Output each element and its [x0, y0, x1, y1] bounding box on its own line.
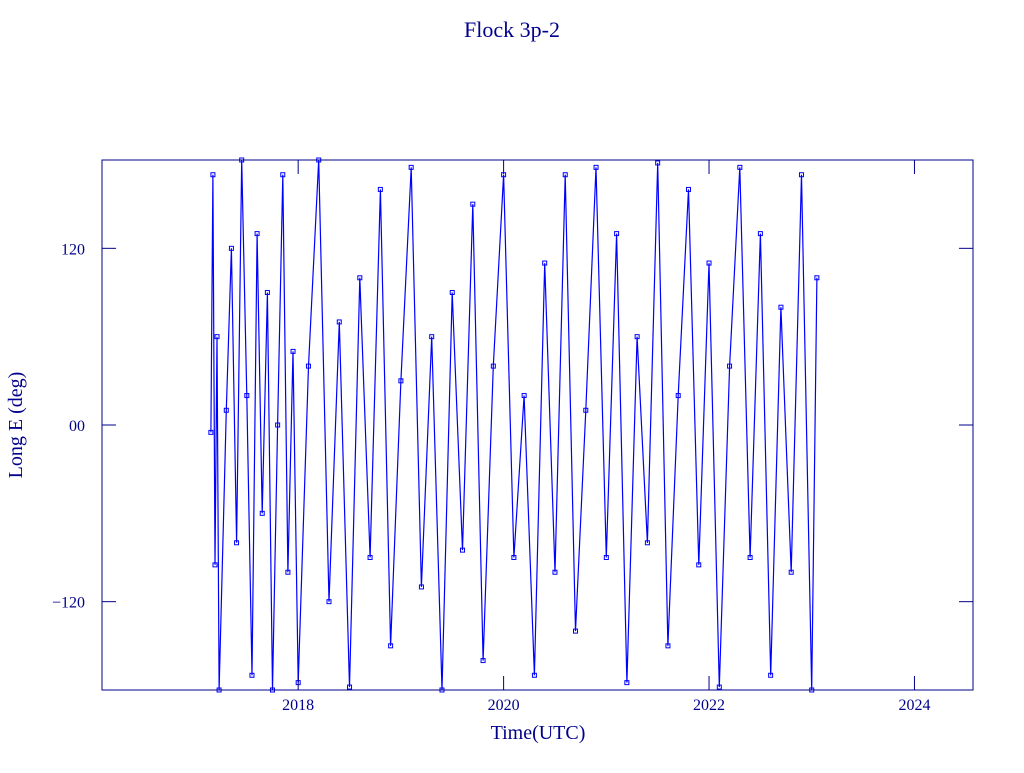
data-point — [614, 231, 620, 237]
data-point — [814, 275, 820, 281]
data-point — [634, 334, 640, 340]
data-point — [542, 260, 548, 266]
x-axis-label: Time(UTC) — [491, 722, 586, 744]
data-point — [788, 569, 794, 575]
data-point — [685, 186, 691, 192]
data-point — [747, 555, 753, 560]
data-point — [706, 260, 712, 266]
data-point — [398, 378, 404, 384]
data-point — [326, 599, 332, 605]
data-point — [388, 643, 394, 649]
data-point — [603, 555, 609, 560]
data-point — [214, 334, 220, 340]
y-tick-label: −120 — [52, 595, 85, 612]
data-point — [583, 407, 589, 413]
data-point — [347, 684, 353, 690]
data-point — [264, 290, 270, 295]
data-point — [305, 363, 311, 369]
data-point — [644, 540, 650, 546]
data-point — [254, 231, 260, 237]
data-point — [470, 201, 476, 207]
data-point — [521, 393, 527, 399]
data-point — [418, 584, 424, 590]
data-point — [228, 245, 234, 251]
data-point — [259, 510, 265, 516]
data-point — [290, 348, 296, 354]
data-point — [280, 172, 286, 178]
data-point — [552, 569, 558, 575]
data-point — [675, 393, 681, 399]
data-point — [367, 555, 373, 560]
data-point — [223, 407, 229, 413]
data-point — [244, 393, 250, 399]
data-point — [490, 363, 496, 369]
data-point — [768, 672, 774, 678]
data-point — [593, 164, 599, 170]
y-tick-label: 00 — [69, 418, 85, 435]
data-point — [275, 422, 281, 428]
plot-frame — [101, 159, 974, 691]
data-point — [429, 334, 435, 340]
data-point — [208, 429, 214, 435]
data-point — [249, 672, 255, 678]
data-point — [798, 172, 804, 178]
x-tick-label: 2024 — [898, 697, 930, 714]
data-point — [336, 319, 342, 325]
y-tick-label: 120 — [61, 241, 85, 258]
data-point — [408, 164, 414, 170]
data-point — [757, 231, 763, 237]
data-point — [480, 658, 486, 664]
data-point — [212, 562, 218, 568]
data-point — [511, 555, 517, 560]
data-point — [460, 547, 466, 553]
x-tick-label: 2020 — [488, 697, 520, 714]
data-point — [624, 680, 630, 686]
data-point — [655, 160, 661, 166]
x-tick-label: 2018 — [282, 697, 314, 714]
data-point — [531, 672, 537, 678]
data-point — [778, 304, 784, 310]
data-line — [210, 159, 818, 691]
data-point — [210, 172, 216, 178]
y-axis-label: Long E (deg) — [5, 372, 27, 479]
data-point — [727, 363, 733, 369]
data-point — [357, 275, 363, 281]
data-point — [234, 540, 240, 546]
data-point — [573, 628, 579, 634]
data-point — [737, 164, 743, 170]
chart-title: Flock 3p-2 — [464, 17, 560, 42]
data-point — [562, 172, 568, 178]
data-point — [696, 562, 702, 568]
data-point — [449, 290, 455, 295]
data-point — [377, 186, 383, 192]
data-point — [665, 643, 671, 649]
x-tick-label: 2022 — [693, 697, 725, 714]
data-point — [285, 569, 291, 575]
data-point — [716, 684, 722, 690]
